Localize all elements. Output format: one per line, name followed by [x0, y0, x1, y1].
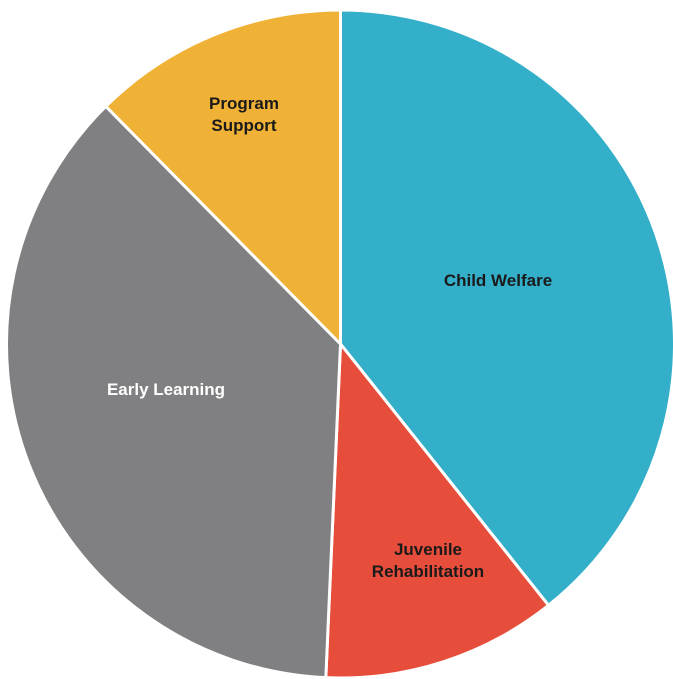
slice-juvenile-rehabilitation	[324, 342, 551, 679]
slice-label-juvenile-rehabilitation: Juvenile Rehabilitation	[372, 540, 484, 581]
pie-labels: Child Welfare Juvenile Rehabilitation Early…	[107, 94, 552, 581]
slice-label-line: Child Welfare	[444, 271, 552, 290]
slice-label-line: Early Learning	[107, 380, 225, 399]
slice-label-child-welfare: Child Welfare	[444, 271, 552, 290]
slice-early-learning	[5, 104, 342, 679]
slice-label-line: Rehabilitation	[372, 562, 484, 581]
pie-slices	[5, 8, 673, 679]
slice-label-program-support: Program Support	[209, 94, 279, 135]
slice-label-line: Juvenile	[394, 540, 462, 559]
slice-label-line: Support	[211, 116, 276, 135]
slice-program-support	[104, 8, 342, 346]
slice-child-welfare	[339, 8, 673, 607]
slice-label-line: Program	[209, 94, 279, 113]
slice-label-early-learning: Early Learning	[107, 380, 225, 399]
